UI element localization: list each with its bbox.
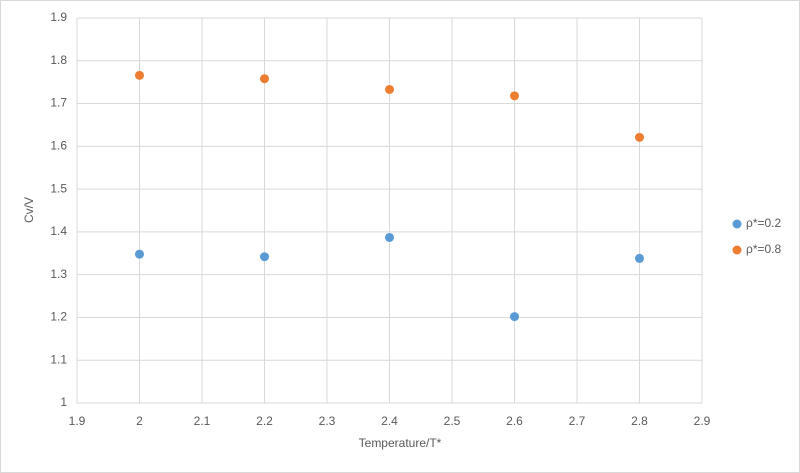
x-tick-label: 2.9 (694, 414, 711, 428)
point (260, 74, 269, 84)
y-tick-label: 1 (60, 395, 67, 409)
point (260, 252, 269, 262)
y-tick-label: 1.5 (50, 181, 67, 195)
x-tick-label: 2 (136, 414, 143, 428)
x-tick-label: 1.9 (69, 414, 86, 428)
point (135, 70, 144, 80)
y-tick-label: 1.1 (50, 352, 67, 366)
x-tick-label: 2.1 (194, 414, 211, 428)
legend-label: ρ*=0.2 (746, 216, 782, 230)
x-tick-label: 2.5 (444, 414, 461, 428)
legend-label: ρ*=0.8 (746, 242, 782, 256)
x-tick-label: 2.4 (381, 414, 398, 428)
y-tick-label: 1.2 (50, 310, 67, 324)
point (635, 253, 644, 263)
point (510, 312, 519, 322)
point (635, 132, 644, 142)
legend-marker (732, 245, 742, 255)
y-tick-label: 1.7 (50, 96, 67, 110)
x-tick-label: 2.7 (569, 414, 586, 428)
y-axis-label: Cv/V (22, 197, 36, 223)
legend-marker (732, 219, 742, 229)
y-tick-label: 1.9 (50, 10, 67, 24)
y-tick-label: 1.6 (50, 139, 67, 153)
y-tick-label: 1.3 (50, 267, 67, 281)
x-tick-label: 2.3 (319, 414, 336, 428)
x-tick-label: 2.8 (631, 414, 648, 428)
x-axis-label: Temperature/T* (359, 436, 442, 450)
point (135, 249, 144, 259)
point (385, 232, 394, 242)
y-tick-label: 1.8 (50, 53, 67, 67)
point (510, 91, 519, 101)
y-tick-label: 1.4 (50, 224, 67, 238)
x-tick-label: 2.6 (506, 414, 523, 428)
point (385, 84, 394, 94)
x-tick-label: 2.2 (256, 414, 273, 428)
